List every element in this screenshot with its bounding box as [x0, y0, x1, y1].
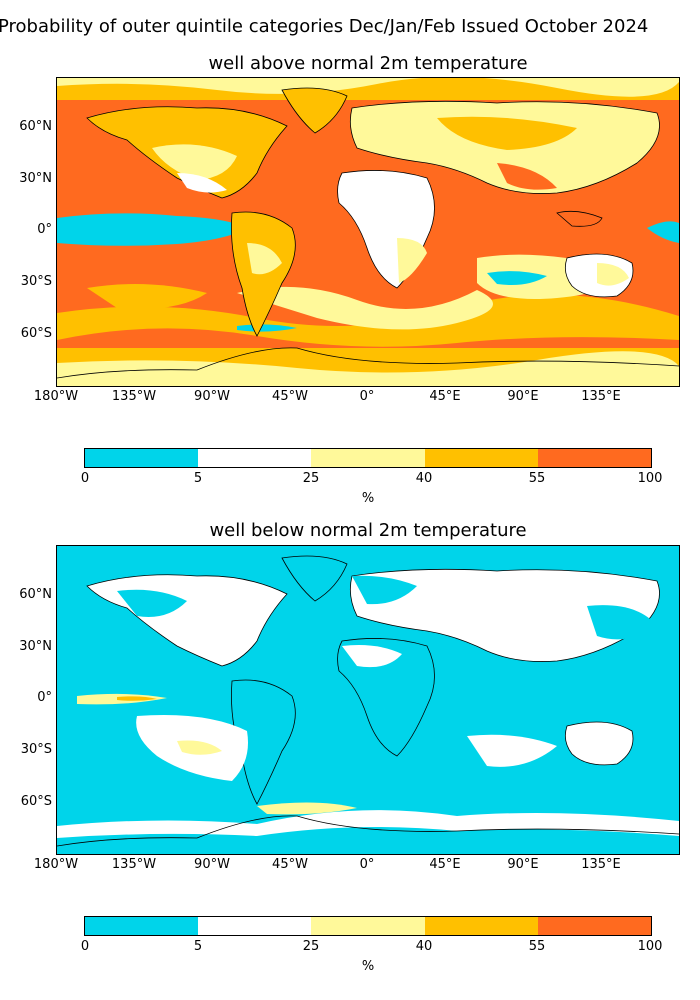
lon-tick-135e: 135°E — [581, 389, 621, 404]
lon-tick-90w-2: 90°W — [194, 857, 230, 872]
lon-tick-45w: 45°W — [272, 389, 308, 404]
colorbar-bin-55-100 — [537, 449, 652, 467]
colorbar-bin-0-5 — [85, 449, 199, 467]
lon-tick-180w: 180°W — [33, 389, 79, 404]
colorbar-tick-55-2: 55 — [528, 939, 546, 954]
eurasia — [349, 568, 660, 662]
lon-tick-0-2: 0° — [359, 857, 375, 872]
lat-tick-0: 0° — [37, 222, 52, 237]
eq-pacific-mid — [117, 696, 157, 701]
antarctic-light — [57, 351, 679, 386]
lon-tick-45w-2: 45°W — [272, 857, 308, 872]
na-interior-light — [152, 144, 237, 180]
colorbar-tick-25-2: 25 — [302, 939, 320, 954]
southern-mid-band — [57, 294, 679, 347]
sahel-white — [342, 645, 402, 668]
lat-tick-30n-2: 30°N — [19, 639, 52, 654]
colorbar-above — [84, 448, 652, 468]
na-south-white — [177, 173, 227, 193]
colorbar-tick-100: 100 — [637, 471, 663, 486]
lon-tick-0: 0° — [359, 389, 375, 404]
panel-title-below: well below normal 2m temperature — [209, 520, 527, 541]
west-pacific-cool — [647, 221, 679, 243]
colorbar-bin-55-100 — [537, 917, 652, 935]
lon-tick-135w-2: 135°W — [111, 857, 157, 872]
lon-tick-90w: 90°W — [194, 389, 230, 404]
siberia-orange — [437, 116, 577, 150]
indian-cool-patch — [487, 271, 547, 285]
lon-tick-135e-2: 135°E — [581, 857, 621, 872]
antarctic-coast — [57, 347, 679, 379]
greenland — [281, 87, 348, 134]
colorbar-below — [84, 916, 652, 936]
lat-tick-60s: 60°S — [20, 326, 52, 341]
africa — [337, 638, 435, 757]
figure-title: Probability of outer quintile categories… — [0, 16, 649, 37]
colorbar-tick-5-2: 5 — [193, 939, 203, 954]
lon-tick-180w-2: 180°W — [33, 857, 79, 872]
lat-tick-30s-2: 30°S — [20, 742, 52, 757]
lon-tick-90e-2: 90°E — [507, 857, 539, 872]
colorbar-tick-40: 40 — [415, 471, 433, 486]
colorbar-unit-2: % — [361, 959, 375, 974]
australia-east-light — [597, 263, 629, 286]
pacific-cold-tongue — [57, 213, 247, 246]
map-above-normal — [56, 77, 680, 387]
lon-tick-45e-2: 45°E — [429, 857, 461, 872]
map-below-svg — [57, 546, 679, 854]
europe-cool — [352, 575, 417, 605]
colorbar-bin-40-55 — [424, 917, 538, 935]
colorbar-tick-0-2: 0 — [80, 939, 90, 954]
sa-interior-light — [247, 243, 282, 275]
na-cool-west — [117, 589, 187, 617]
colorbar-tick-55: 55 — [528, 471, 546, 486]
south-atlantic-light — [237, 286, 493, 330]
africa-south-light — [397, 238, 427, 283]
southern-white-band — [57, 810, 679, 838]
lat-tick-30s: 30°S — [20, 274, 52, 289]
india-orange — [497, 163, 557, 190]
colorbar-tick-25: 25 — [302, 471, 320, 486]
lon-tick-135w: 135°W — [111, 389, 157, 404]
lat-tick-30n: 30°N — [19, 171, 52, 186]
south-pacific-light — [177, 740, 222, 755]
colorbar-bin-25-40 — [311, 917, 425, 935]
lat-tick-60s-2: 60°S — [20, 794, 52, 809]
antarctic-coast — [57, 815, 679, 847]
colorbar-tick-5: 5 — [193, 471, 203, 486]
lon-tick-90e: 90°E — [507, 389, 539, 404]
east-asia-cool — [587, 605, 657, 640]
southern-light — [257, 802, 357, 815]
lat-tick-0-2: 0° — [37, 690, 52, 705]
map-above-svg — [57, 78, 679, 386]
south-pacific-mid — [87, 284, 207, 309]
colorbar-tick-100-2: 100 — [637, 939, 663, 954]
panel-title-above: well above normal 2m temperature — [208, 53, 528, 74]
colorbar-tick-40-2: 40 — [415, 939, 433, 954]
lat-tick-60n-2: 60°N — [19, 587, 52, 602]
colorbar-tick-0: 0 — [80, 471, 90, 486]
indian-white — [467, 734, 557, 767]
lon-tick-45e: 45°E — [429, 389, 461, 404]
arctic-light — [57, 78, 679, 97]
colorbar-bin-0-5 — [85, 917, 199, 935]
colorbar-bin-5-25 — [198, 917, 312, 935]
greenland — [281, 555, 348, 602]
australia — [564, 721, 634, 766]
lat-tick-60n: 60°N — [19, 119, 52, 134]
colorbar-bin-5-25 — [198, 449, 312, 467]
colorbar-unit: % — [361, 491, 375, 506]
maritime-continent — [556, 210, 603, 227]
colorbar-bin-25-40 — [311, 449, 425, 467]
colorbar-bin-40-55 — [424, 449, 538, 467]
map-below-normal — [56, 545, 680, 855]
